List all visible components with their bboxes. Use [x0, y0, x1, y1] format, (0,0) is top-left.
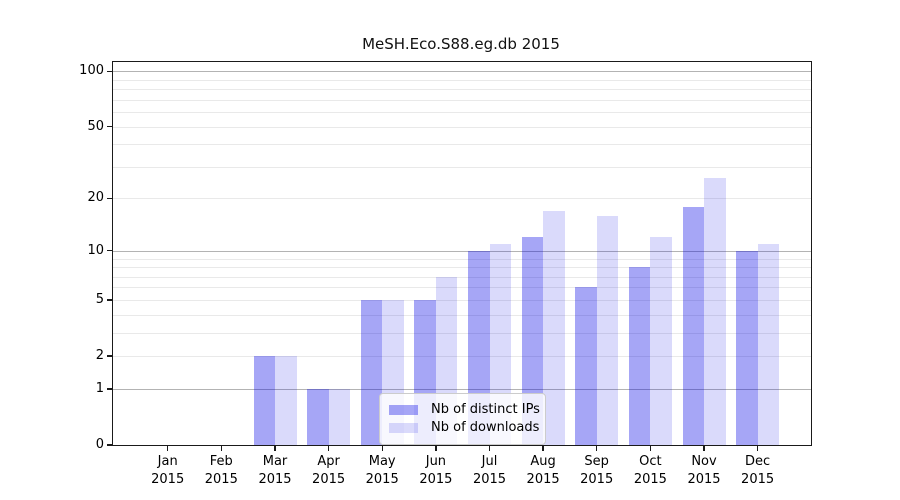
y-tick-10: [107, 250, 112, 252]
gridline-y-40: [113, 144, 811, 146]
x-tick-feb: [220, 446, 222, 451]
y-tick-label-1: 1: [95, 380, 104, 396]
y-tick-label-2: 2: [95, 348, 104, 363]
x-tick-jun: [435, 446, 437, 451]
y-tick-label-5: 5: [95, 291, 104, 307]
gridline-y-20: [113, 198, 811, 200]
x-tick-mar: [274, 446, 276, 451]
gridline-y-2: [113, 356, 811, 357]
x-tick-aug: [542, 446, 544, 451]
x-tick-label-jul: Jul 2015: [472, 454, 507, 487]
gridline-y-3: [113, 332, 811, 334]
x-tick-label-jan: Jan 2015: [151, 454, 185, 487]
gridline-y-1: [113, 388, 811, 390]
x-tick-jul: [488, 446, 491, 451]
axis-layer: 0 1 2 5 10 20 50 100 Jan 2015 Feb 2015 Mar 2015 Apr 201…: [79, 62, 811, 487]
chart-title: MeSH.Eco.S88.eg.db 2015: [362, 35, 560, 53]
bar-downloads-dec: [757, 243, 780, 445]
x-tick-label-dec: Dec 2015: [741, 454, 775, 487]
x-tick-label-nov: Nov 2015: [687, 454, 721, 487]
y-tick-50: [107, 125, 112, 128]
legend-swatch-downloads: [389, 423, 418, 433]
gridline-y-90: [113, 79, 811, 81]
x-tick-label-mar: Mar 2015: [258, 454, 292, 487]
gridline-y-30: [113, 166, 811, 168]
x-tick-label-feb: Feb 2015: [204, 454, 238, 487]
y-tick-20: [107, 197, 112, 200]
x-tick-oct: [649, 446, 652, 451]
x-tick-label-jun: Jun 2015: [419, 454, 453, 487]
gridline-y-6: [113, 287, 811, 289]
bar-ips-oct: [628, 267, 651, 445]
gridline-y-60: [113, 112, 811, 113]
x-tick-may: [381, 446, 383, 451]
legend-item-distinct-ips: Nb of distinct IPs: [389, 402, 540, 418]
gridline-y-10: [113, 250, 811, 252]
x-tick-jan: [167, 446, 169, 451]
gridline-y-9: [113, 258, 811, 260]
bar-ips-may: [360, 299, 383, 445]
y-tick-1: [107, 388, 112, 390]
legend-item-downloads: Nb of downloads: [389, 420, 540, 436]
y-tick-0: [107, 444, 112, 446]
gridline-y-50: [113, 126, 811, 128]
gridline-y-5: [113, 299, 811, 301]
plot-area: 0 1 2 5 10 20 50 100 Jan 2015 Feb 2015 Mar 2015 Apr 201…: [79, 61, 812, 487]
y-tick-label-100: 100: [79, 63, 104, 79]
bar-ips-nov: [682, 206, 704, 445]
legend-label-distinct-ips: Nb of distinct IPs: [431, 402, 540, 417]
y-tick-label-10: 10: [87, 242, 104, 258]
x-tick-dec: [756, 446, 759, 451]
x-tick-label-sep: Sep 2015: [580, 454, 614, 487]
bar-downloads-aug: [543, 210, 565, 445]
y-tick-label-20: 20: [87, 190, 104, 206]
bar-ips-sep: [575, 287, 597, 445]
gridline-y-100: [113, 71, 811, 73]
bar-downloads-mar: [275, 356, 297, 445]
y-tick-5: [107, 299, 112, 301]
bar-ips-apr: [307, 388, 329, 445]
y-tick-2: [107, 355, 112, 357]
bar-ips-mar: [253, 356, 275, 445]
x-tick-label-apr: Apr 2015: [312, 454, 346, 487]
legend-label-downloads: Nb of downloads: [431, 420, 540, 435]
x-tick-nov: [703, 446, 705, 451]
gridline-y-7: [113, 276, 811, 278]
bar-downloads-apr: [328, 388, 351, 445]
legend-swatch-distinct-ips: [389, 405, 418, 415]
x-tick-label-may: May 2015: [365, 454, 399, 487]
bar-ips-dec: [736, 250, 758, 445]
y-tick-label-0: 0: [95, 437, 104, 452]
legend: Nb of distinct IPs Nb of downloads: [379, 393, 546, 445]
x-tick-label-oct: Oct 2015: [633, 454, 667, 487]
x-tick-label-aug: Aug 2015: [526, 454, 560, 487]
bar-downloads-oct: [650, 237, 672, 445]
gridline-y-4: [113, 314, 811, 316]
gridline-y-8: [113, 267, 811, 268]
bar-downloads-nov: [704, 178, 726, 445]
gridline-y-80: [113, 89, 811, 90]
grid-layer: [113, 62, 811, 445]
gridline-y-70: [113, 99, 811, 101]
x-tick-apr: [327, 446, 330, 451]
y-tick-100: [107, 70, 112, 72]
y-tick-label-50: 50: [87, 118, 104, 134]
bar-downloads-sep: [596, 215, 619, 445]
x-tick-sep: [596, 446, 598, 451]
